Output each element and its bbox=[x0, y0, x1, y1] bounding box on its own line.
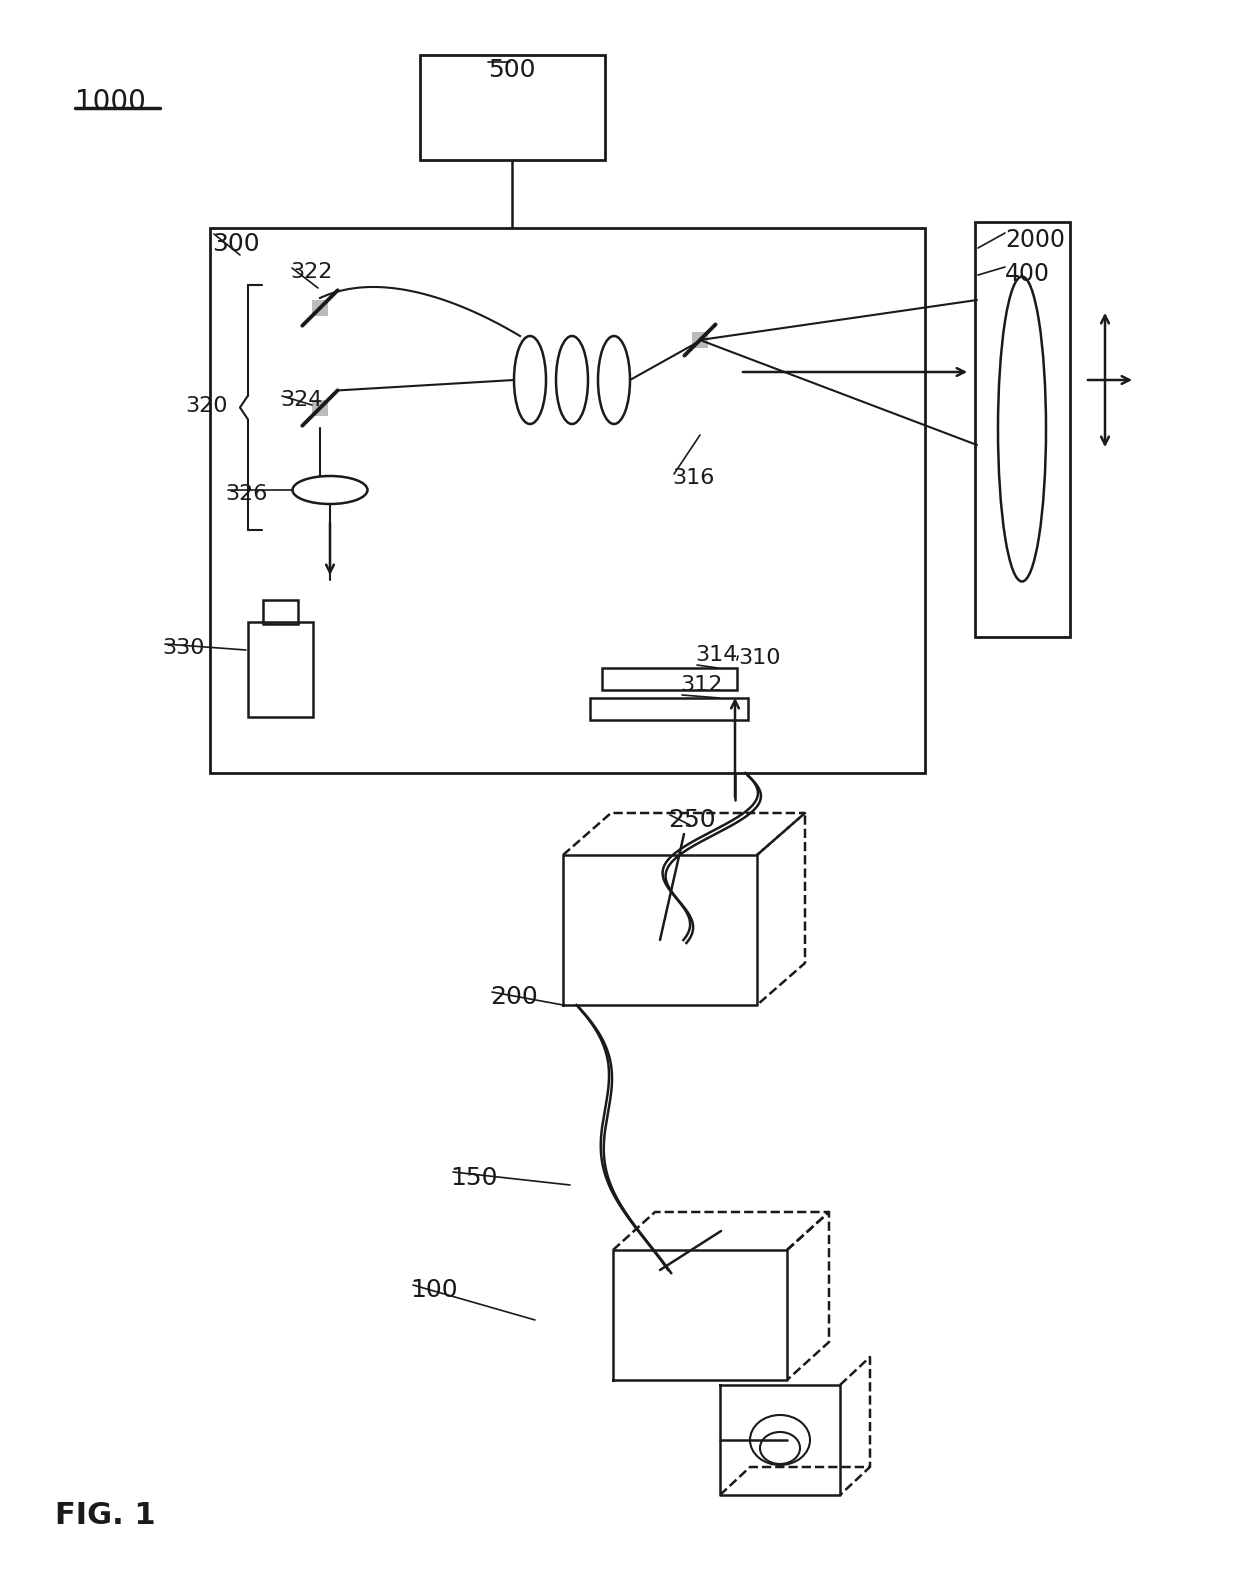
Text: 310: 310 bbox=[738, 648, 780, 669]
Bar bbox=[601, 669, 737, 689]
Bar bbox=[312, 300, 329, 316]
Text: 322: 322 bbox=[290, 262, 332, 281]
Text: 2000: 2000 bbox=[1004, 228, 1065, 251]
Bar bbox=[312, 400, 329, 416]
Bar bbox=[590, 697, 748, 719]
Bar bbox=[975, 221, 1070, 637]
Text: 314: 314 bbox=[694, 645, 738, 666]
Text: 300: 300 bbox=[212, 232, 259, 256]
Text: 330: 330 bbox=[162, 639, 205, 658]
Text: 250: 250 bbox=[668, 808, 715, 832]
Bar bbox=[692, 332, 708, 348]
Text: 326: 326 bbox=[224, 484, 268, 504]
Text: 150: 150 bbox=[450, 1167, 497, 1190]
Bar bbox=[210, 228, 925, 773]
Text: 500: 500 bbox=[489, 58, 536, 82]
Bar bbox=[420, 55, 605, 160]
Text: 316: 316 bbox=[672, 468, 714, 489]
Text: 400: 400 bbox=[1004, 262, 1050, 286]
Bar bbox=[248, 621, 312, 718]
Text: 1000: 1000 bbox=[74, 89, 146, 115]
Text: 100: 100 bbox=[410, 1277, 458, 1303]
Text: 200: 200 bbox=[490, 985, 538, 1009]
Text: 324: 324 bbox=[280, 391, 322, 409]
Text: 312: 312 bbox=[680, 675, 723, 696]
Bar bbox=[263, 601, 298, 624]
Text: 320: 320 bbox=[185, 395, 227, 416]
Text: FIG. 1: FIG. 1 bbox=[55, 1500, 156, 1530]
